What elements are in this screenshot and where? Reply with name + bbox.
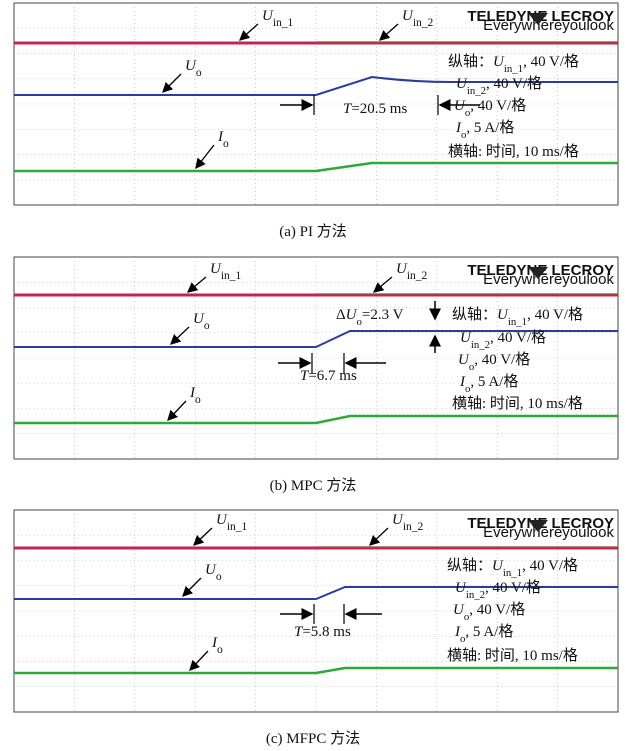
caption: (c) MFPC 方法: [266, 730, 360, 747]
rest: , 40 V/格: [485, 579, 541, 596]
subscript: in_2: [467, 85, 486, 97]
rest: =2.3 V: [362, 307, 404, 323]
legend-row: 横轴: 时间, 10 ms/格: [447, 647, 578, 664]
rest: , 5 A/格: [470, 373, 518, 390]
subscript: o: [217, 644, 223, 656]
annotation: T=5.8 ms: [294, 624, 351, 640]
subscript: in_1: [503, 567, 522, 579]
subscript: in_1: [221, 270, 242, 282]
subscript: o: [195, 394, 201, 406]
text: 横轴: 时间, 10 ms/格: [452, 395, 583, 412]
rest: =20.5 ms: [351, 101, 407, 117]
subscript: in_1: [227, 521, 248, 533]
rest: , 40 V/格: [490, 329, 546, 346]
annotation: T=20.5 ms: [343, 101, 407, 117]
subscript: in_2: [403, 521, 424, 533]
subscript: o: [204, 320, 210, 332]
subscript: in_1: [273, 17, 294, 29]
rest: , 5 A/格: [466, 119, 514, 136]
subscript: in_2: [466, 589, 485, 601]
prefix: 纵轴：: [448, 53, 493, 70]
caption: (a) PI 方法: [279, 223, 347, 240]
rest: , 5 A/格: [465, 623, 513, 640]
rest: , 40 V/格: [523, 53, 579, 70]
rest: , 40 V/格: [486, 75, 542, 92]
rest: , 40 V/格: [474, 351, 530, 368]
subscript: in_2: [413, 17, 434, 29]
annotation: T=6.7 ms: [300, 368, 357, 384]
tagline: Everywhereyoulook: [483, 17, 614, 34]
subscript: o: [196, 67, 202, 79]
rest: , 40 V/格: [527, 306, 583, 323]
rest: =5.8 ms: [302, 624, 351, 640]
caption: (b) MPC 方法: [270, 477, 357, 494]
subscript: o: [216, 571, 222, 583]
prefix: 纵轴：: [447, 557, 492, 574]
tagline: Everywhereyoulook: [483, 524, 614, 541]
legend-row: 横轴: 时间, 10 ms/格: [448, 143, 579, 160]
rest: , 40 V/格: [470, 97, 526, 114]
subscript: in_1: [508, 316, 527, 328]
panel: TELEDYNE LECROYEverywhereyoulookUin_1Uin…: [14, 3, 618, 205]
prefix: Δ: [336, 307, 346, 323]
panel: TELEDYNE LECROYEverywhereyoulookUin_1Uin…: [14, 257, 618, 459]
figure: TELEDYNE LECROYEverywhereyoulookUin_1Uin…: [0, 0, 626, 751]
prefix: 纵轴：: [452, 306, 497, 323]
subscript: in_2: [407, 270, 428, 282]
text: 横轴: 时间, 10 ms/格: [448, 143, 579, 160]
rest: , 40 V/格: [469, 601, 525, 618]
tagline: Everywhereyoulook: [483, 271, 614, 288]
legend-row: 横轴: 时间, 10 ms/格: [452, 395, 583, 412]
subscript: in_2: [471, 339, 490, 351]
rest: , 40 V/格: [522, 557, 578, 574]
subscript: in_1: [504, 63, 523, 75]
text: 横轴: 时间, 10 ms/格: [447, 647, 578, 664]
rest: =6.7 ms: [308, 368, 357, 384]
subscript: o: [223, 138, 229, 150]
